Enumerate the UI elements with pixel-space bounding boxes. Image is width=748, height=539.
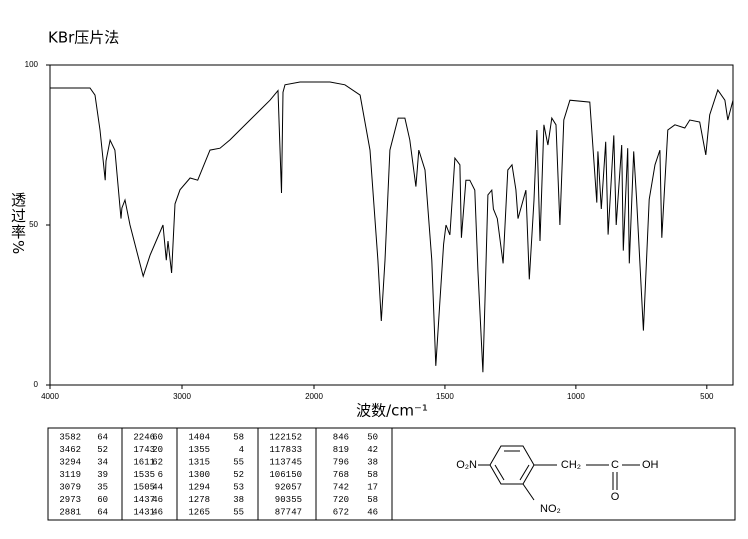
y-axis-label: 透过率%: [9, 192, 27, 256]
peak-wavenumber: 1743: [133, 445, 155, 455]
peak-wavenumber: 1061: [269, 470, 291, 480]
peak-wavenumber: 819: [333, 445, 349, 455]
x-tick-label: 3000: [173, 392, 191, 401]
peak-transmittance: 55: [233, 457, 244, 467]
x-axis-label: 波数/cm⁻¹: [356, 402, 428, 420]
peak-wavenumber: 1178: [269, 445, 291, 455]
peak-transmittance: 4: [239, 445, 244, 455]
x-tick-label: 1000: [567, 392, 585, 401]
peak-transmittance: 46: [152, 495, 163, 505]
peak-transmittance: 62: [152, 457, 163, 467]
structure-label: CH₂: [561, 459, 581, 471]
peak-transmittance: 52: [233, 470, 244, 480]
peak-transmittance: 53: [233, 482, 244, 492]
peak-transmittance: 57: [291, 482, 302, 492]
x-tick-label: 500: [700, 392, 714, 401]
peak-transmittance: 64: [97, 507, 108, 517]
peak-wavenumber: 1505: [133, 482, 155, 492]
structure-label: C: [611, 459, 619, 471]
structure-label: O₂N: [456, 459, 477, 471]
peak-wavenumber: 903: [275, 495, 291, 505]
structure-label: O: [611, 491, 620, 503]
spectrum-line: [50, 81, 734, 373]
x-tick-label: 1500: [436, 392, 454, 401]
peak-transmittance: 52: [97, 445, 108, 455]
peak-wavenumber: 2973: [59, 495, 81, 505]
peak-transmittance: 52: [291, 432, 302, 442]
structure-label: OH: [642, 459, 659, 471]
peak-wavenumber: 3294: [59, 457, 81, 467]
peak-transmittance: 45: [291, 457, 302, 467]
peak-wavenumber: 1300: [188, 470, 210, 480]
peak-wavenumber: 1221: [269, 432, 291, 442]
peak-transmittance: 58: [367, 495, 378, 505]
peak-transmittance: 20: [152, 445, 163, 455]
peak-transmittance: 55: [291, 495, 302, 505]
peak-transmittance: 50: [291, 470, 302, 480]
peak-wavenumber: 1535: [133, 470, 155, 480]
peak-wavenumber: 1278: [188, 495, 210, 505]
peak-transmittance: 35: [97, 482, 108, 492]
peak-wavenumber: 3582: [59, 432, 81, 442]
peak-transmittance: 38: [233, 495, 244, 505]
benzene-ring: [489, 445, 535, 485]
peak-wavenumber: 1437: [133, 495, 155, 505]
peak-wavenumber: 768: [333, 470, 349, 480]
peak-transmittance: 38: [367, 457, 378, 467]
peak-transmittance: 58: [367, 470, 378, 480]
peak-wavenumber: 1355: [188, 445, 210, 455]
peak-wavenumber: 846: [333, 432, 349, 442]
peak-wavenumber: 2246: [133, 432, 155, 442]
peak-transmittance: 42: [367, 445, 378, 455]
peak-transmittance: 46: [152, 507, 163, 517]
peak-wavenumber: 720: [333, 495, 349, 505]
x-tick-label: 2000: [305, 392, 323, 401]
peak-transmittance: 47: [291, 507, 302, 517]
y-tick-label: 100: [25, 60, 39, 69]
peak-transmittance: 58: [233, 432, 244, 442]
peak-transmittance: 39: [97, 470, 108, 480]
peak-wavenumber: 1265: [188, 507, 210, 517]
peak-wavenumber: 3462: [59, 445, 81, 455]
peak-wavenumber: 796: [333, 457, 349, 467]
peak-wavenumber: 3119: [59, 470, 81, 480]
peak-wavenumber: 1611: [133, 457, 155, 467]
structure-label: NO₂: [540, 503, 561, 515]
peak-wavenumber: 2881: [59, 507, 81, 517]
peak-wavenumber: 1294: [188, 482, 210, 492]
peak-wavenumber: 1137: [269, 457, 291, 467]
peak-transmittance: 60: [152, 432, 163, 442]
peak-transmittance: 64: [97, 432, 108, 442]
double-bond: [494, 464, 505, 481]
peak-transmittance: 33: [291, 445, 302, 455]
peak-transmittance: 50: [367, 432, 378, 442]
x-tick-label: 4000: [41, 392, 59, 401]
peak-wavenumber: 672: [333, 507, 349, 517]
peak-transmittance: 6: [158, 470, 163, 480]
peak-wavenumber: 1404: [188, 432, 210, 442]
peak-wavenumber: 877: [275, 507, 291, 517]
peak-wavenumber: 3079: [59, 482, 81, 492]
bond: [522, 483, 535, 501]
peak-transmittance: 60: [97, 495, 108, 505]
y-tick-label: 0: [34, 380, 39, 389]
peak-transmittance: 44: [152, 482, 163, 492]
peak-wavenumber: 1431: [133, 507, 155, 517]
peak-wavenumber: 742: [333, 482, 349, 492]
double-bond: [519, 464, 530, 481]
peak-transmittance: 17: [367, 482, 378, 492]
peak-wavenumber: 920: [275, 482, 291, 492]
y-tick-label: 50: [29, 220, 38, 229]
peak-transmittance: 55: [233, 507, 244, 517]
peak-wavenumber: 1315: [188, 457, 210, 467]
chart-title: KBr压片法: [48, 29, 119, 47]
peak-transmittance: 34: [97, 457, 108, 467]
peak-transmittance: 46: [367, 507, 378, 517]
structure-drawing: [478, 445, 640, 501]
